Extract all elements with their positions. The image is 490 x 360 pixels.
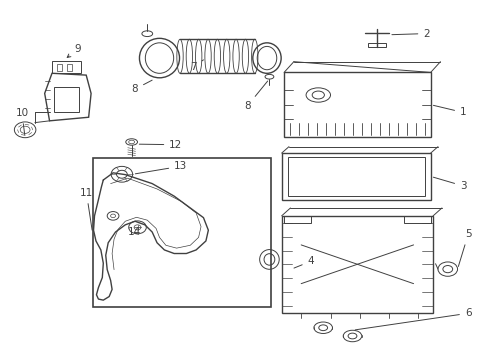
Bar	[284, 72, 431, 137]
Text: 12: 12	[139, 140, 182, 150]
Bar	[52, 61, 81, 73]
Text: 6: 6	[355, 308, 471, 330]
Text: 5: 5	[458, 229, 471, 266]
Bar	[282, 153, 431, 200]
Bar	[67, 64, 72, 72]
Bar	[288, 157, 425, 196]
Text: 9: 9	[67, 44, 81, 58]
Bar	[282, 216, 433, 313]
Text: 8: 8	[244, 81, 268, 111]
Text: 3: 3	[433, 177, 466, 191]
Text: 4: 4	[294, 256, 314, 268]
Text: 1: 1	[433, 105, 466, 117]
Bar	[368, 43, 386, 47]
Bar	[284, 216, 311, 223]
Text: 13: 13	[135, 161, 187, 174]
Bar	[404, 216, 431, 223]
Text: 8: 8	[132, 80, 152, 94]
Text: 7: 7	[190, 60, 203, 72]
Bar	[54, 87, 79, 112]
Bar	[57, 64, 62, 72]
Text: 10: 10	[15, 108, 28, 135]
Text: 2: 2	[392, 28, 430, 39]
Text: 11: 11	[80, 188, 93, 230]
Text: 14: 14	[128, 227, 141, 237]
Bar	[93, 158, 271, 307]
